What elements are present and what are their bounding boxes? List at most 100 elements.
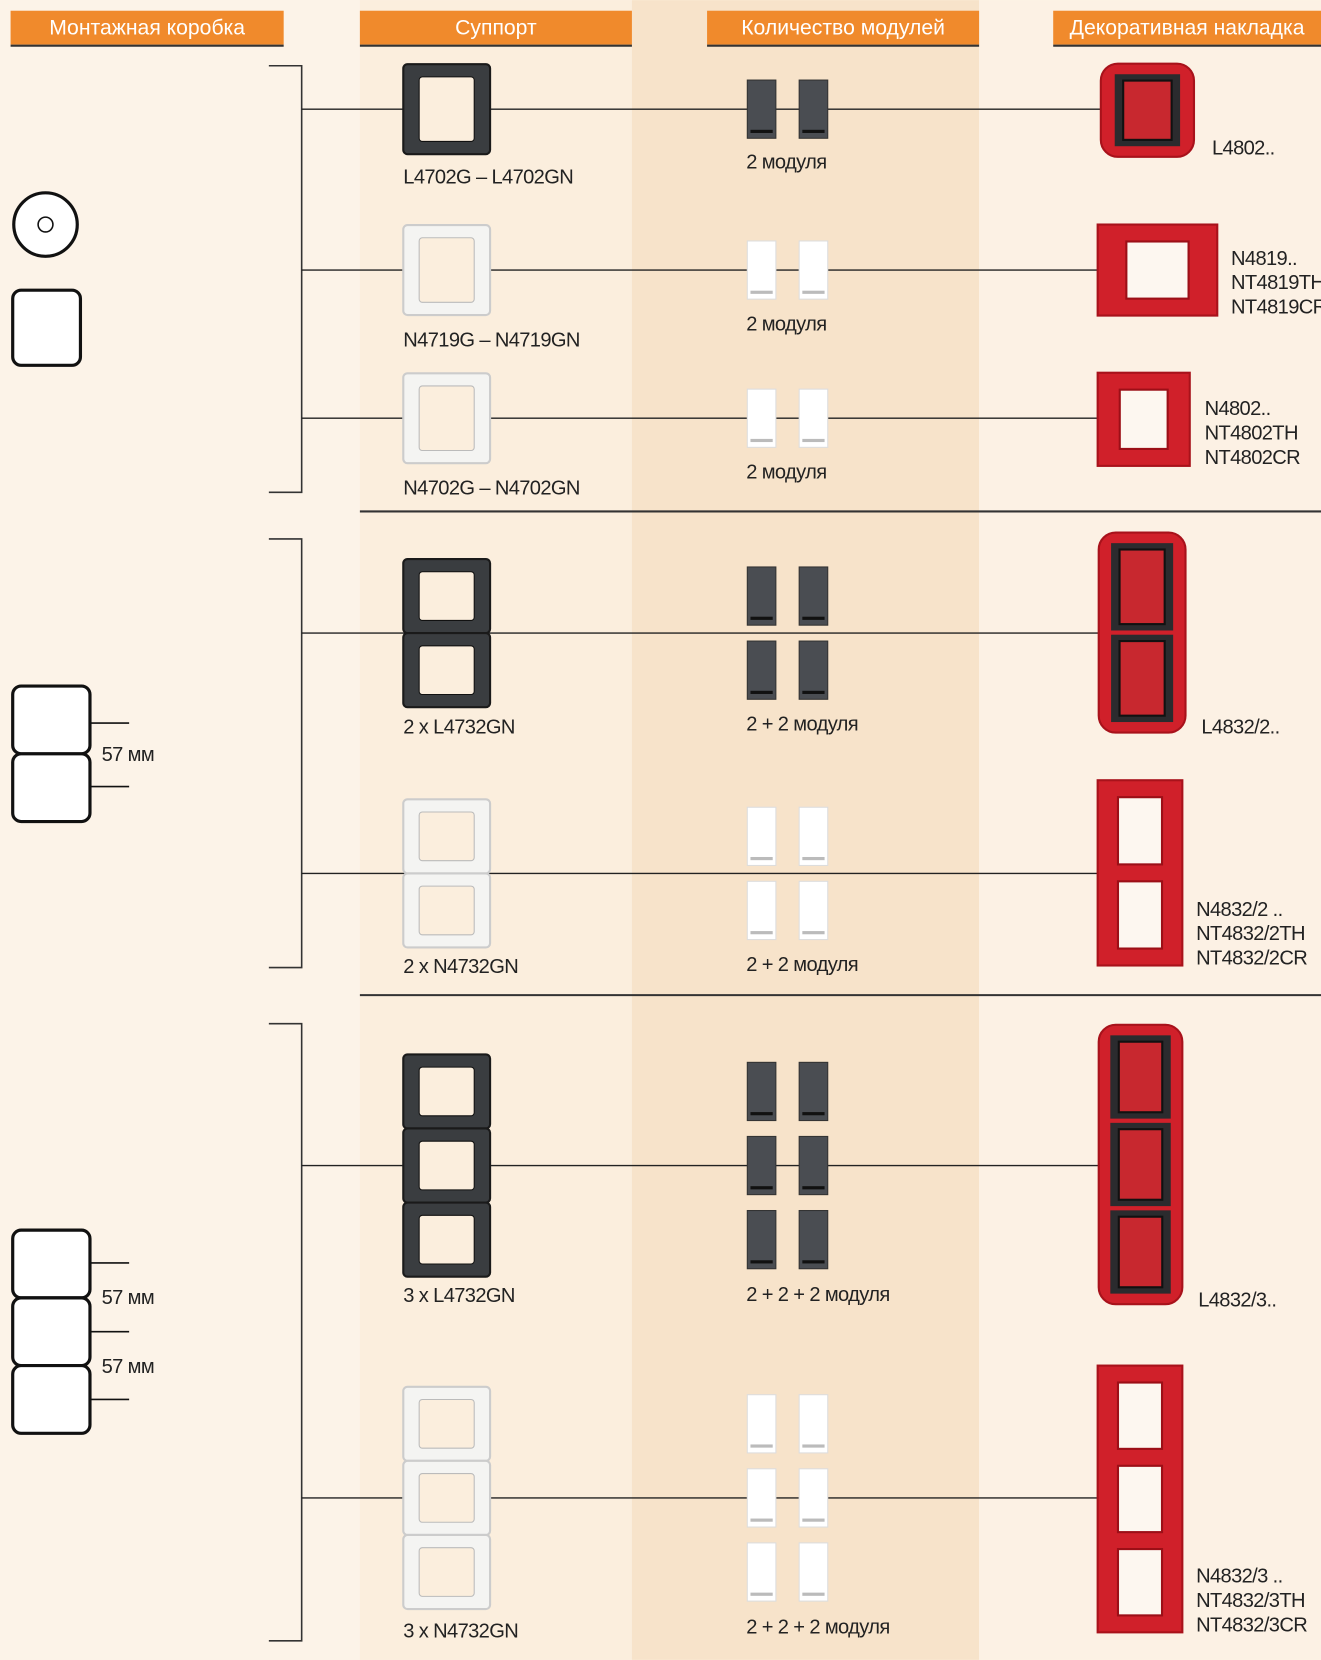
module xyxy=(798,1061,829,1122)
square-box xyxy=(11,1296,92,1368)
frame-code: N4832/2 .. xyxy=(1196,899,1282,921)
modules-label: 2 модуля xyxy=(746,462,826,484)
module-key xyxy=(750,129,773,133)
module xyxy=(798,388,829,448)
module-key xyxy=(750,1112,773,1116)
header-bg xyxy=(1053,10,1321,45)
frame-code: NT4832/3TH xyxy=(1196,1590,1305,1612)
module-key xyxy=(750,1186,773,1190)
module-key xyxy=(750,1444,773,1448)
module-key xyxy=(750,438,773,443)
module-key xyxy=(802,616,825,620)
module-key xyxy=(802,931,825,935)
module xyxy=(798,1468,829,1528)
frame-opening xyxy=(1118,640,1166,717)
bracket xyxy=(268,538,303,969)
frame-opening xyxy=(1116,1464,1164,1534)
header: Количество модулей xyxy=(741,16,945,39)
module-key xyxy=(802,290,825,294)
module-key xyxy=(802,690,825,694)
support-opening xyxy=(418,811,475,862)
module xyxy=(798,806,829,866)
frame-code: NT4802TH xyxy=(1205,422,1298,444)
module xyxy=(746,640,777,700)
support-label: N4702G – N4702GN xyxy=(403,477,580,499)
module xyxy=(746,1468,777,1528)
frame-opening xyxy=(1118,388,1169,451)
modules-label: 2 модуля xyxy=(746,151,826,173)
frame-opening xyxy=(1117,1215,1164,1289)
support-opening xyxy=(418,1473,475,1523)
support-opening xyxy=(418,885,475,936)
module-key xyxy=(802,1260,825,1264)
module xyxy=(798,1394,829,1454)
module xyxy=(798,566,829,626)
module xyxy=(798,1542,829,1602)
dimension-label: 57 мм xyxy=(102,744,154,766)
frame-code: NT4802CR xyxy=(1205,447,1301,469)
dimension-label: 57 мм xyxy=(102,1356,154,1378)
frame-code: N4802.. xyxy=(1205,398,1271,420)
frame-opening xyxy=(1116,1381,1164,1450)
module xyxy=(746,880,777,941)
frame-code: NT4832/3CR xyxy=(1196,1614,1307,1636)
frame-opening xyxy=(1118,548,1166,626)
module-key xyxy=(802,438,825,443)
frame-opening xyxy=(1117,1128,1164,1201)
support-label: 2 x L4732GN xyxy=(403,717,515,739)
module-key xyxy=(750,1592,773,1596)
square-box xyxy=(11,1364,92,1435)
module xyxy=(798,240,829,300)
square-box xyxy=(11,288,83,367)
square-box xyxy=(11,684,92,756)
module-key xyxy=(802,1186,825,1190)
module xyxy=(746,79,777,139)
module-key xyxy=(750,1260,773,1264)
module xyxy=(798,1209,829,1270)
support-opening xyxy=(418,645,475,696)
frame-code: NT4832/2CR xyxy=(1196,947,1307,969)
module xyxy=(798,640,829,700)
module xyxy=(746,566,777,626)
frame-code: NT4832/2TH xyxy=(1196,923,1305,945)
round-box-hole xyxy=(37,216,54,233)
module-key xyxy=(750,290,773,294)
frame-opening xyxy=(1116,796,1164,866)
frame-code: L4832/2.. xyxy=(1201,717,1279,739)
header-bg xyxy=(10,10,284,45)
support-opening xyxy=(418,1547,475,1597)
module-key xyxy=(750,856,773,861)
frame-opening xyxy=(1117,1040,1164,1114)
frame-opening xyxy=(1122,79,1173,141)
support-label: 2 x N4732GN xyxy=(403,956,518,978)
frame-opening xyxy=(1116,880,1164,950)
modules-label: 2 + 2 модуля xyxy=(746,954,858,976)
modules-label: 2 модуля xyxy=(746,313,826,335)
support-opening xyxy=(418,385,475,452)
frame-code: L4832/3.. xyxy=(1198,1289,1276,1311)
frame-code: NT4819CR xyxy=(1231,296,1321,318)
bracket xyxy=(268,64,303,494)
support-opening xyxy=(418,76,475,142)
modules-label: 2 + 2 + 2 модуля xyxy=(746,1284,889,1306)
support-opening xyxy=(418,1066,475,1117)
module-key xyxy=(802,1592,825,1596)
module-key xyxy=(750,616,773,620)
support-label: 3 x N4732GN xyxy=(403,1621,518,1643)
module-key xyxy=(750,931,773,935)
module-key xyxy=(802,1112,825,1116)
header-bg xyxy=(359,10,632,45)
bracket xyxy=(268,1022,303,1642)
header: Суппорт xyxy=(455,16,537,39)
support-label: 3 x L4732GN xyxy=(403,1285,515,1307)
support-opening xyxy=(418,571,475,621)
module xyxy=(746,240,777,300)
module-key xyxy=(750,1518,773,1522)
module xyxy=(746,1135,777,1196)
module xyxy=(746,1209,777,1270)
frame-code: L4802.. xyxy=(1212,138,1275,160)
modules-label: 2 + 2 + 2 модуля xyxy=(746,1616,889,1638)
support-opening xyxy=(418,237,475,303)
module xyxy=(746,1394,777,1454)
